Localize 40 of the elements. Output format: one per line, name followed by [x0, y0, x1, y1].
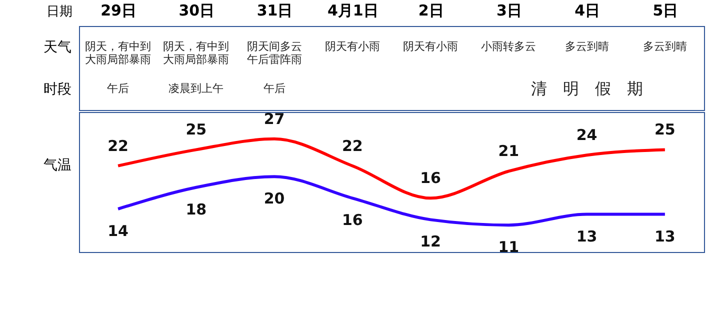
data-label: 20 [264, 190, 285, 208]
text: 午后 [263, 82, 286, 95]
text: 凌晨到上午 [168, 82, 224, 95]
x-tick-label: 29日 [100, 2, 136, 20]
x-tick-label: 5日 [652, 2, 678, 20]
data-label: 22 [108, 136, 128, 155]
text: 时段 [44, 82, 72, 98]
data-label: 18 [186, 200, 207, 218]
text: 午后 [107, 82, 130, 95]
data-label: 13 [576, 227, 598, 246]
text: 多云到晴 [642, 40, 687, 53]
text: 清 明 假 期 [530, 79, 643, 98]
data-label: 12 [420, 232, 441, 251]
data-label: 24 [576, 126, 598, 144]
x-tick-label: 3日 [496, 2, 522, 20]
x-tick-label: 4月1日 [328, 2, 378, 20]
data-label: 13 [654, 227, 676, 246]
text: 阴天，有中到大雨局部暴雨 [163, 40, 230, 66]
data-label: 14 [108, 222, 128, 240]
text: 小雨转多云 [481, 40, 536, 53]
text: 天气 [44, 40, 72, 56]
data-label: 22 [342, 136, 363, 155]
text: 多云到晴 [564, 40, 609, 53]
text: 阴天间多云午后雷阵雨 [246, 40, 302, 66]
data-label: 21 [498, 142, 520, 160]
text: 阴天，有中到大雨局部暴雨 [85, 40, 152, 66]
x-tick-label: 30日 [178, 2, 215, 20]
text: 阴天有小雨 [403, 40, 458, 53]
data-label: 25 [186, 120, 207, 139]
data-label: 25 [654, 120, 676, 139]
y-axis-title: 气温 [44, 158, 72, 174]
x-tick-label: 4日 [574, 2, 600, 20]
data-label: 16 [420, 169, 441, 188]
x-tick-label: 2日 [418, 2, 444, 20]
x-axis-title: 日期 [46, 4, 72, 20]
data-label: 11 [498, 238, 520, 256]
data-label: 16 [342, 211, 363, 230]
x-tick-label: 31日 [256, 2, 293, 20]
text: 阴天有小雨 [324, 40, 380, 53]
data-label: 27 [264, 110, 285, 128]
